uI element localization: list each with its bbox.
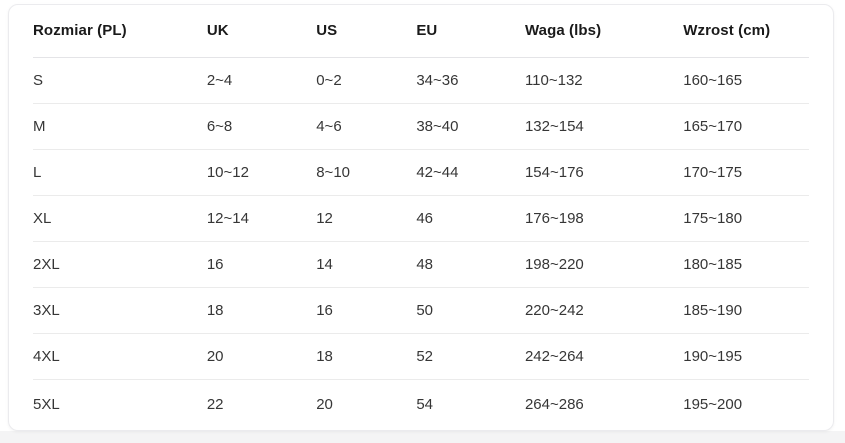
- table-row: 4XL 20 18 52 242~264 190~195: [33, 333, 809, 380]
- table-cell: 18: [206, 287, 317, 334]
- table-cell: 18: [316, 333, 417, 380]
- table-cell: 154~176: [524, 149, 684, 196]
- table-cell: 220~242: [524, 287, 684, 334]
- column-header-eu: EU: [416, 5, 525, 58]
- table-cell: 52: [416, 333, 525, 380]
- table-cell: 195~200: [683, 395, 743, 413]
- table-cell: 160~165: [683, 57, 809, 104]
- table-cell: 20: [206, 333, 317, 380]
- table-cell: 170~175: [683, 149, 809, 196]
- size-label-cell: 3XL: [33, 287, 207, 334]
- table-cell: 4~6: [316, 103, 417, 150]
- table-cell: 264~286: [524, 395, 584, 413]
- size-chart-card: Rozmiar (PL) UK US EU Waga (lbs) Wzrost (cm) …: [8, 4, 834, 431]
- table-cell: 16: [316, 287, 417, 334]
- table-row: XL 12~14 12 46 176~198 175~180: [33, 195, 809, 242]
- table-cell: 6~8: [206, 103, 317, 150]
- table-cell: 242~264: [524, 333, 684, 380]
- table-cell: 110~132: [524, 57, 684, 104]
- size-label-cell: 4XL: [33, 333, 207, 380]
- size-label-cell: L: [33, 149, 207, 196]
- table-header-row: Rozmiar (PL) UK US EU Waga (lbs) Wzrost (cm): [33, 5, 809, 58]
- size-label-cell: XL: [33, 195, 207, 242]
- table-cell: 165~170: [683, 103, 809, 150]
- table-cell: 10~12: [206, 149, 317, 196]
- table-row: 2XL 16 14 48 198~220 180~185: [33, 241, 809, 288]
- table-row: 5XL 22 20 54 264~286 195~200: [33, 379, 809, 429]
- table-cell: 8~10: [316, 149, 417, 196]
- table-cell: 20: [316, 395, 333, 413]
- page-section-divider: [0, 431, 845, 443]
- table-cell: 12: [316, 195, 417, 242]
- column-header-uk: UK: [206, 5, 317, 58]
- table-cell: 34~36: [416, 57, 525, 104]
- table-cell: 198~220: [524, 241, 684, 288]
- table-cell: 12~14: [206, 195, 317, 242]
- table-cell: 185~190: [683, 287, 809, 334]
- table-cell: 190~195: [683, 333, 809, 380]
- table-cell: 180~185: [683, 241, 809, 288]
- table-cell: 2~4: [206, 57, 317, 104]
- table-cell: 38~40: [416, 103, 525, 150]
- size-label-cell: 2XL: [33, 241, 207, 288]
- column-header-rozmiar-pl: Rozmiar (PL): [33, 5, 207, 58]
- size-label-cell: 5XL: [33, 395, 60, 413]
- table-cell: 175~180: [683, 195, 809, 242]
- size-label-cell: S: [33, 57, 207, 104]
- table-cell: 0~2: [316, 57, 417, 104]
- table-row: M 6~8 4~6 38~40 132~154 165~170: [33, 103, 809, 150]
- table-cell: 48: [416, 241, 525, 288]
- table-cell: 132~154: [524, 103, 684, 150]
- column-header-wzrost-cm: Wzrost (cm): [683, 5, 809, 58]
- table-cell: 50: [416, 287, 525, 334]
- table-cell: 46: [416, 195, 525, 242]
- table-cell: 42~44: [416, 149, 525, 196]
- table-row: 3XL 18 16 50 220~242 185~190: [33, 287, 809, 334]
- table-cell: 22: [206, 395, 224, 413]
- table-cell: 176~198: [524, 195, 684, 242]
- table-cell: 54: [416, 395, 433, 413]
- size-chart-table: Rozmiar (PL) UK US EU Waga (lbs) Wzrost (cm) …: [33, 5, 809, 429]
- column-header-waga-lbs: Waga (lbs): [524, 5, 684, 58]
- column-header-us: US: [316, 5, 417, 58]
- table-row: L 10~12 8~10 42~44 154~176 170~175: [33, 149, 809, 196]
- table-row: S 2~4 0~2 34~36 110~132 160~165: [33, 57, 809, 104]
- table-cell: 14: [316, 241, 417, 288]
- size-label-cell: M: [33, 103, 207, 150]
- table-cell: 16: [206, 241, 317, 288]
